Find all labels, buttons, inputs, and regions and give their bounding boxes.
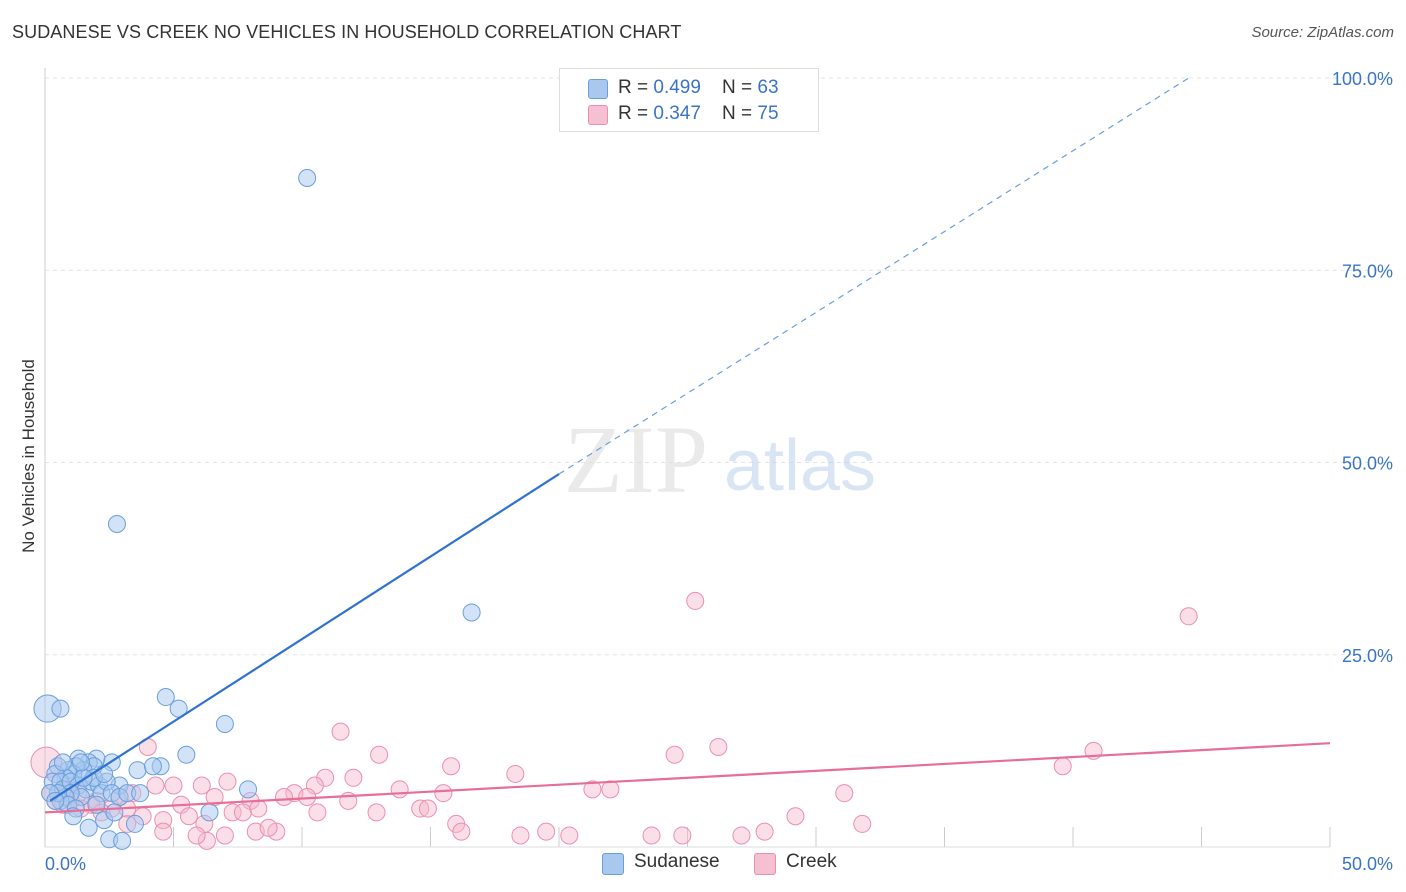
creek-point bbox=[709, 738, 728, 757]
n-label: N = bbox=[722, 103, 758, 124]
chart-title: SUDANESE VS CREEK NO VEHICLES IN HOUSEHO… bbox=[12, 22, 682, 42]
watermark: ZIP atlas bbox=[564, 406, 876, 513]
n-value: 75 bbox=[757, 103, 779, 124]
creek-point bbox=[511, 826, 530, 845]
r-label: R = bbox=[618, 103, 654, 124]
sudanese-point bbox=[79, 818, 98, 837]
creek-point bbox=[442, 757, 461, 776]
creek-trend-line bbox=[44, 742, 1331, 814]
creek-point bbox=[164, 776, 183, 795]
y-axis-label: No Vehicles in Household bbox=[19, 359, 38, 553]
sudanese-point bbox=[215, 714, 234, 733]
sudanese-point bbox=[131, 784, 150, 803]
creek-point bbox=[732, 826, 751, 845]
creek-point bbox=[786, 807, 805, 826]
creek-point bbox=[331, 722, 350, 741]
sudanese-point bbox=[156, 688, 175, 707]
creek-swatch bbox=[754, 853, 776, 875]
creek-point bbox=[411, 799, 430, 818]
creek-point bbox=[537, 822, 556, 841]
creek-point bbox=[344, 768, 363, 787]
creek-point bbox=[367, 803, 386, 822]
creek-point bbox=[259, 818, 278, 837]
creek-point bbox=[1179, 607, 1198, 626]
sudanese-point bbox=[200, 803, 219, 822]
creek-point bbox=[308, 803, 327, 822]
creek-point bbox=[275, 788, 294, 807]
creek-point bbox=[755, 822, 774, 841]
creek-point bbox=[223, 803, 242, 822]
creek-point bbox=[154, 822, 173, 841]
n-label: N = bbox=[722, 77, 758, 98]
y-tick-label: 50.0% bbox=[1342, 454, 1393, 474]
sudanese-point bbox=[53, 753, 72, 772]
creek-point bbox=[418, 799, 437, 818]
creek-point bbox=[249, 799, 268, 818]
sudanese-point bbox=[95, 764, 114, 783]
y-tick-label: 25.0% bbox=[1342, 646, 1393, 666]
creek-point bbox=[390, 780, 409, 799]
source-credit: Source: ZipAtlas.com bbox=[1251, 24, 1394, 41]
tick-labels: 25.0% 50.0% 75.0% 100.0% 0.0% 50.0% bbox=[45, 69, 1393, 874]
sudanese-trend-line bbox=[49, 473, 560, 802]
creek-point bbox=[642, 826, 661, 845]
creek-point bbox=[179, 807, 198, 826]
sudanese-point bbox=[71, 753, 90, 772]
sudanese-point bbox=[239, 780, 258, 799]
sudanese-point bbox=[107, 515, 126, 534]
creek-point bbox=[434, 784, 453, 803]
creek-point bbox=[506, 764, 525, 783]
sudanese-point bbox=[113, 831, 132, 850]
creek-point bbox=[1053, 757, 1072, 776]
x-tick-label: 0.0% bbox=[45, 854, 86, 874]
creek-point bbox=[583, 780, 602, 799]
sudanese-point bbox=[462, 603, 481, 622]
r-value: 0.347 bbox=[653, 103, 701, 124]
creek-point bbox=[370, 745, 389, 764]
creek-point bbox=[218, 772, 237, 791]
sudanese-trend-extension bbox=[558, 77, 1189, 475]
watermark-atlas: atlas bbox=[724, 426, 876, 506]
legend-label-sudanese: Sudanese bbox=[634, 851, 720, 872]
creek-point bbox=[601, 780, 620, 799]
creek-point bbox=[146, 776, 165, 795]
creek-point bbox=[835, 784, 854, 803]
creek-point bbox=[853, 814, 872, 833]
creek-point bbox=[452, 822, 471, 841]
sudanese-swatch bbox=[588, 79, 608, 99]
creek-point bbox=[686, 591, 705, 610]
trend-lines bbox=[44, 77, 1331, 814]
sudanese-point bbox=[143, 757, 162, 776]
creek-point bbox=[197, 831, 216, 850]
creek-point bbox=[215, 826, 234, 845]
grid-lines bbox=[44, 68, 1392, 848]
creek-point bbox=[187, 826, 206, 845]
n-value: 63 bbox=[757, 77, 779, 98]
r-value: 0.499 bbox=[653, 77, 701, 98]
x-tick-label: 50.0% bbox=[1342, 854, 1393, 874]
y-tick-label: 75.0% bbox=[1342, 261, 1393, 281]
creek-swatch bbox=[588, 105, 608, 125]
legend-label-creek: Creek bbox=[786, 851, 837, 872]
creek-point bbox=[560, 826, 579, 845]
sudanese-point bbox=[298, 168, 317, 187]
y-tick-label: 100.0% bbox=[1332, 69, 1393, 89]
creek-point bbox=[316, 768, 335, 787]
creek-point bbox=[673, 826, 692, 845]
creek-point bbox=[233, 803, 252, 822]
creek-point bbox=[192, 776, 211, 795]
correlation-legend: R = 0.499 N = 63 R = 0.347 N = 75 bbox=[559, 68, 819, 132]
sudanese-point bbox=[51, 699, 70, 718]
sudanese-point bbox=[128, 761, 147, 780]
sudanese-point bbox=[125, 814, 144, 833]
sudanese-point bbox=[105, 803, 124, 822]
sudanese-point bbox=[177, 745, 196, 764]
sudanese-point bbox=[46, 791, 65, 810]
sudanese-swatch bbox=[602, 853, 624, 875]
creek-point bbox=[665, 745, 684, 764]
r-label: R = bbox=[618, 77, 654, 98]
watermark-zip: ZIP bbox=[564, 406, 708, 513]
sudanese-points bbox=[33, 168, 481, 850]
